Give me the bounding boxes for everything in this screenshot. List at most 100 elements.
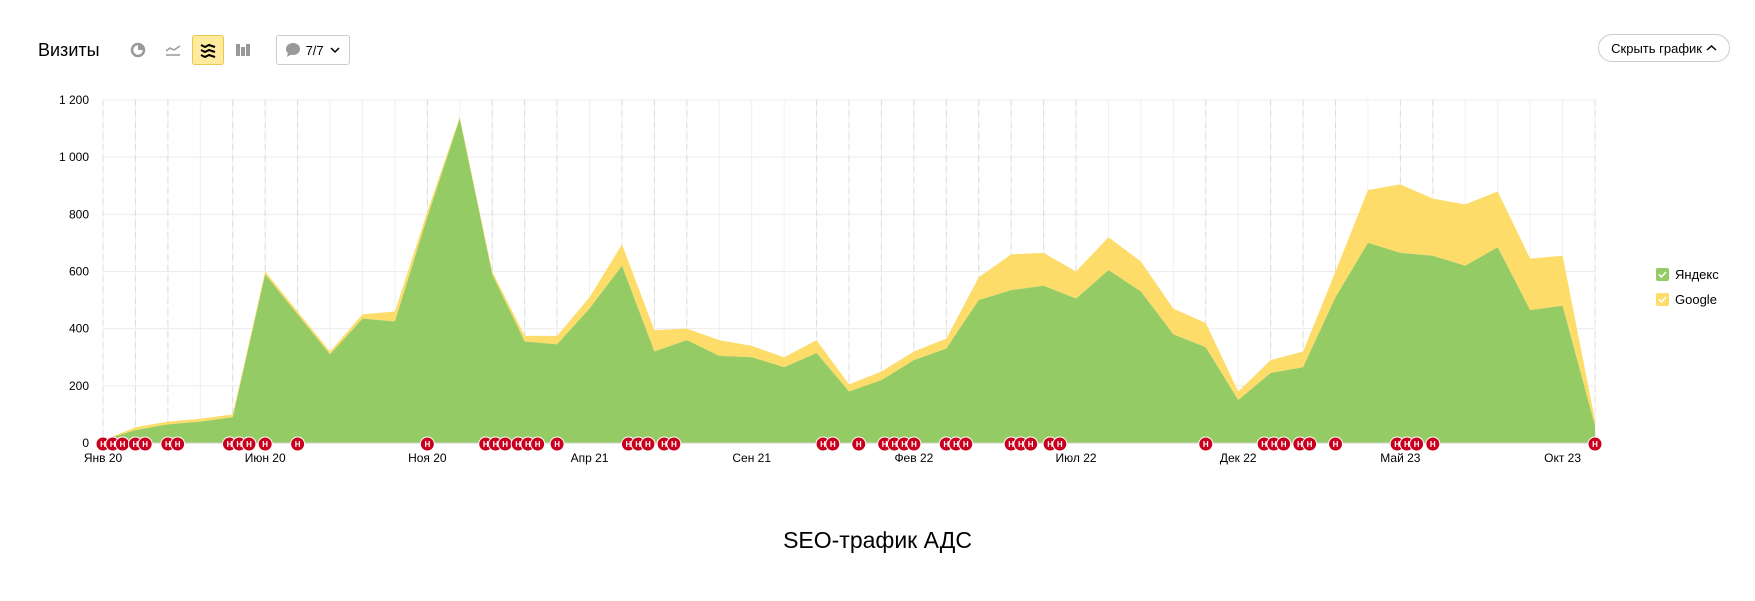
annotation-marker[interactable]: Н xyxy=(1198,436,1214,452)
annotation-marker[interactable]: Н xyxy=(640,436,656,452)
annotation-marker[interactable]: Н xyxy=(530,436,546,452)
series-areas xyxy=(103,117,1595,444)
y-tick-label: 1 000 xyxy=(59,150,89,164)
marker-label: Н xyxy=(1414,440,1420,449)
line-chart-icon xyxy=(165,45,180,56)
annotation-marker[interactable]: Н xyxy=(1425,436,1441,452)
marker-bubble xyxy=(290,436,306,452)
annotation-marker[interactable]: Н xyxy=(290,436,306,452)
legend-item-google[interactable]: Google xyxy=(1656,287,1719,312)
marker-label: Н xyxy=(1394,440,1400,449)
annotation-marker[interactable]: Н xyxy=(1052,436,1068,452)
marker-label: Н xyxy=(1430,440,1436,449)
annotation-marker[interactable]: Н xyxy=(958,436,974,452)
chart-caption: SEO-трафик АДС xyxy=(783,527,972,553)
marker-label: Н xyxy=(493,440,499,449)
marker-label: Н xyxy=(645,440,651,449)
y-axis-ticks: 0 200 400 600 800 1 000 1 200 xyxy=(59,93,89,450)
marker-label: Н xyxy=(1271,440,1277,449)
marker-label: Н xyxy=(1297,440,1303,449)
x-tick-label: Фев 22 xyxy=(894,451,933,465)
marker-label: Н xyxy=(1008,440,1014,449)
annotation-marker[interactable]: Н xyxy=(1302,436,1318,452)
annotation-marker[interactable]: Н xyxy=(1276,436,1292,452)
chevron-up-icon xyxy=(1706,44,1717,51)
marker-label: Н xyxy=(1028,440,1034,449)
annotation-marker[interactable]: Н xyxy=(825,436,841,452)
annotation-marker[interactable]: Н xyxy=(1023,436,1039,452)
marker-label: Н xyxy=(110,440,116,449)
annotation-marker[interactable]: Н xyxy=(137,436,153,452)
marker-label: Н xyxy=(953,440,959,449)
legend-item-yandex[interactable]: Яндекс xyxy=(1656,262,1719,287)
marker-label: Н xyxy=(1333,440,1339,449)
stacked-area-button[interactable] xyxy=(191,35,224,65)
annotation-marker[interactable]: Н xyxy=(114,436,130,452)
annotation-marker[interactable]: Н xyxy=(1587,436,1603,452)
marker-label: Н xyxy=(133,440,139,449)
marker-label: Н xyxy=(246,440,252,449)
chart-canvas: 0 200 400 600 800 1 000 1 200 Янв 20 Июн 20 Ноя … xyxy=(59,93,1603,465)
notes-count: 7/7 xyxy=(305,42,324,58)
notes-dropdown[interactable]: 7/7 xyxy=(275,35,350,65)
bar-chart-icon xyxy=(235,44,250,56)
line-chart-button[interactable] xyxy=(157,35,189,65)
marker-bubble xyxy=(170,436,186,452)
y-tick-label: 600 xyxy=(69,265,89,279)
marker-label: Н xyxy=(1057,440,1063,449)
annotation-marker[interactable]: Н xyxy=(241,436,257,452)
y-tick-label: 1 200 xyxy=(59,93,89,107)
marker-label: Н xyxy=(175,440,181,449)
marker-bubble xyxy=(1276,436,1292,452)
marker-label: Н xyxy=(295,440,301,449)
marker-label: Н xyxy=(502,440,508,449)
y-tick-label: 800 xyxy=(69,207,89,221)
x-tick-label: Янв 20 xyxy=(84,451,123,465)
yandex-checkbox[interactable] xyxy=(1656,268,1669,281)
marker-bubble xyxy=(1409,436,1425,452)
marker-label: Н xyxy=(262,440,268,449)
marker-label: Н xyxy=(820,440,826,449)
annotation-marker[interactable]: Н xyxy=(906,436,922,452)
x-tick-label: Июл 22 xyxy=(1056,451,1097,465)
marker-bubble xyxy=(958,436,974,452)
legend-label-google: Google xyxy=(1675,292,1717,307)
hide-chart-button[interactable]: Скрыть график xyxy=(1598,34,1730,62)
marker-label: Н xyxy=(165,440,171,449)
area-google xyxy=(103,117,1595,441)
hide-chart-label: Скрыть график xyxy=(1611,40,1702,56)
marker-bubble xyxy=(1587,436,1603,452)
pie-chart-button[interactable] xyxy=(122,35,154,65)
marker-bubble xyxy=(257,436,273,452)
annotation-marker[interactable]: Н xyxy=(497,436,513,452)
area-yandex xyxy=(103,118,1595,444)
marker-label: Н xyxy=(911,440,917,449)
marker-bubble xyxy=(1023,436,1039,452)
marker-label: Н xyxy=(671,440,677,449)
marker-label: Н xyxy=(963,440,969,449)
marker-label: Н xyxy=(142,440,148,449)
legend: Яндекс Google xyxy=(1656,262,1719,312)
annotation-marker[interactable]: Н xyxy=(419,436,435,452)
marker-label: Н xyxy=(120,440,126,449)
annotation-marker[interactable]: Н xyxy=(1328,436,1344,452)
marker-label: Н xyxy=(227,440,233,449)
annotation-marker[interactable]: Н xyxy=(851,436,867,452)
marker-label: Н xyxy=(1404,440,1410,449)
marker-label: Н xyxy=(1018,440,1024,449)
marker-label: Н xyxy=(882,440,888,449)
annotation-marker[interactable]: Н xyxy=(666,436,682,452)
annotation-marker[interactable]: Н xyxy=(549,436,565,452)
check-icon xyxy=(1658,271,1667,279)
google-checkbox[interactable] xyxy=(1656,293,1669,306)
annotation-marker[interactable]: Н xyxy=(257,436,273,452)
bar-chart-button[interactable] xyxy=(227,35,259,65)
annotation-marker[interactable]: Н xyxy=(1409,436,1425,452)
marker-label: Н xyxy=(626,440,632,449)
annotation-marker[interactable]: Н xyxy=(170,436,186,452)
marker-label: Н xyxy=(1592,440,1598,449)
chart-toolbar: Визиты 7/7 xyxy=(38,34,350,66)
marker-label: Н xyxy=(525,440,531,449)
chart-title: Визиты xyxy=(38,39,100,60)
